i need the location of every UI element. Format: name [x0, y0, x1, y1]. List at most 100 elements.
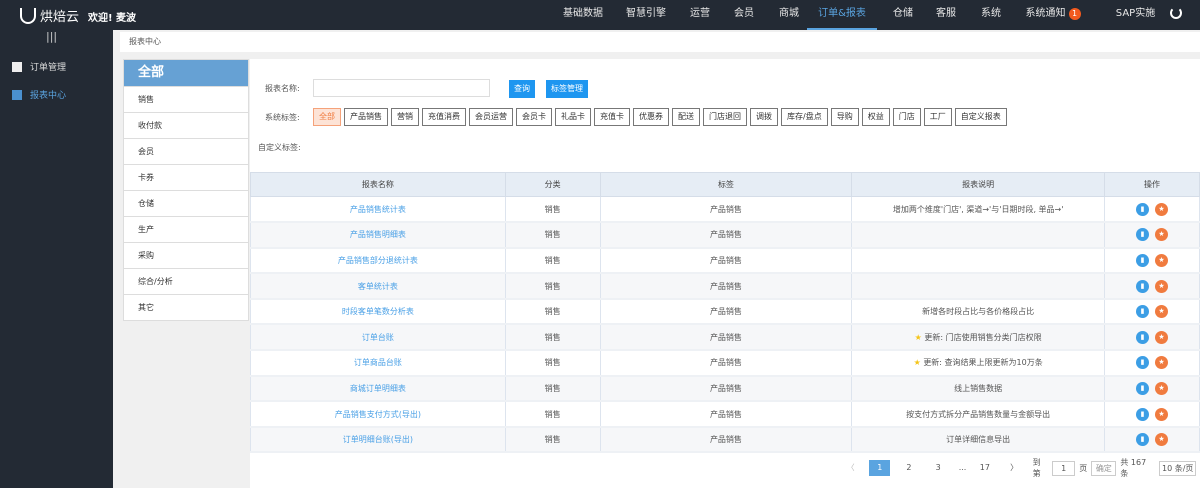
tag-button[interactable]: 产品销售	[344, 108, 388, 126]
nav-item[interactable]: SAP实施	[1110, 0, 1161, 30]
tag-button[interactable]: 工厂	[923, 108, 952, 126]
nav-item[interactable]: 商城	[775, 0, 803, 30]
tag-button[interactable]: 充值消费	[422, 108, 466, 126]
category-item[interactable]: 销售	[124, 86, 248, 112]
nav-item[interactable]: 订单&报表	[807, 0, 877, 30]
tag-button[interactable]: 自定义报表	[954, 108, 1007, 126]
report-name-link[interactable]: 产品销售统计表	[250, 196, 506, 224]
report-name-link[interactable]: 时段客单笔数分析表	[250, 298, 506, 326]
category-item[interactable]: 会员	[124, 138, 248, 164]
category-item[interactable]: 采购	[124, 242, 248, 268]
nav-item[interactable]: 系统	[978, 0, 1004, 30]
nav-item[interactable]: 智慧引擎	[622, 0, 670, 30]
system-tags-label: 系统标签:	[265, 113, 300, 122]
tag-button[interactable]: 门店退回	[703, 108, 747, 126]
goto-page-input[interactable]: 1	[1052, 460, 1076, 476]
report-table: 报表名称 分类 标签 报表说明 操作 产品销售统计表 销售 产品销售 增加两个维度'门店', …	[250, 172, 1200, 454]
welcome-label: 欢迎!	[88, 13, 113, 24]
category-item[interactable]: 仓储	[124, 190, 248, 216]
report-name-link[interactable]: 产品销售明细表	[250, 222, 506, 249]
tag-button[interactable]: 充值卡	[594, 108, 630, 126]
favorite-icon[interactable]: ★	[1155, 356, 1169, 370]
favorite-icon[interactable]: ★	[1155, 228, 1169, 242]
favorite-icon[interactable]: ★	[1155, 279, 1169, 293]
view-chart-icon[interactable]: ▮	[1136, 407, 1150, 421]
report-name-link[interactable]: 订单商品台账	[250, 350, 506, 377]
report-name-link[interactable]: 产品销售支付方式(导出)	[250, 401, 506, 428]
tag-button[interactable]: 优惠券	[633, 108, 669, 126]
report-name-link[interactable]: 产品销售部分退统计表	[250, 247, 506, 275]
report-name-link[interactable]: 商城订单明细表	[250, 375, 506, 403]
view-chart-icon[interactable]: ▮	[1136, 330, 1150, 344]
nav-item-label: SAP实施	[1115, 8, 1156, 19]
prev-page-button[interactable]: 〈	[846, 463, 855, 472]
operations-cell: ▮ ★	[1104, 196, 1200, 224]
tag-button[interactable]: 门店	[892, 108, 921, 126]
nav-item[interactable]: 运营	[686, 0, 714, 30]
nav-item[interactable]: 客服	[933, 0, 959, 30]
description-cell: 按支付方式拆分产品销售数量与金额导出	[851, 401, 1106, 428]
power-icon[interactable]	[1170, 7, 1182, 19]
favorite-icon[interactable]: ★	[1155, 381, 1169, 395]
nav-item[interactable]: 基础数据	[560, 0, 606, 30]
category-cell: 销售	[504, 324, 601, 352]
report-name-link[interactable]: 客单统计表	[250, 273, 506, 300]
tag-button[interactable]: 配送	[672, 108, 700, 126]
page-button[interactable]: 1	[869, 460, 891, 476]
page-unit-label: 页	[1079, 463, 1088, 473]
nav-item[interactable]: 系统通知 1	[1020, 0, 1086, 30]
view-chart-icon[interactable]: ▮	[1136, 228, 1150, 242]
favorite-icon[interactable]: ★	[1155, 433, 1169, 447]
page-size-select[interactable]: 10 条/页	[1159, 460, 1197, 476]
category-cell: 销售	[504, 401, 601, 428]
tag-button[interactable]: 库存/盘点	[781, 108, 828, 126]
tag-button[interactable]: 权益	[861, 108, 890, 126]
tag-button[interactable]: 导购	[830, 108, 859, 126]
chart-icon	[12, 89, 22, 100]
category-item[interactable]: 综合/分析	[124, 268, 248, 294]
tag-button[interactable]: 礼品卡	[555, 108, 591, 126]
category-item[interactable]: 其它	[124, 294, 248, 320]
sidebar-item-report-center[interactable]: 报表中心	[12, 88, 66, 101]
operations: ▮ ★	[1105, 381, 1199, 395]
favorite-icon[interactable]: ★	[1155, 202, 1169, 216]
next-page-button[interactable]: 〉	[1010, 463, 1019, 472]
tag-cell: 产品销售	[599, 401, 853, 428]
sidebar-item-order-management[interactable]: 订单管理	[12, 60, 66, 73]
view-chart-icon[interactable]: ▮	[1136, 279, 1150, 293]
report-name-link[interactable]: 订单台账	[250, 324, 506, 352]
report-name-link[interactable]: 订单明细台账(导出)	[250, 426, 506, 454]
view-chart-icon[interactable]: ▮	[1136, 433, 1150, 447]
menu-toggle-icon[interactable]: |||	[46, 30, 58, 43]
tag-cell: 产品销售	[599, 350, 853, 377]
view-chart-icon[interactable]: ▮	[1136, 356, 1150, 370]
tag-button[interactable]: 会员卡	[516, 108, 552, 126]
category-all[interactable]: 全部	[124, 60, 248, 86]
favorite-icon[interactable]: ★	[1155, 253, 1169, 267]
confirm-button[interactable]: 确定	[1091, 460, 1117, 476]
favorite-icon[interactable]: ★	[1155, 330, 1169, 344]
view-chart-icon[interactable]: ▮	[1136, 305, 1150, 319]
category-item[interactable]: 生产	[124, 216, 248, 242]
favorite-icon[interactable]: ★	[1155, 305, 1169, 319]
favorite-icon[interactable]: ★	[1155, 407, 1169, 421]
tag-button[interactable]: 全部	[313, 108, 341, 126]
view-chart-icon[interactable]: ▮	[1136, 202, 1150, 216]
nav-item[interactable]: 会员	[730, 0, 758, 30]
page-button[interactable]: 17	[979, 463, 990, 472]
category-item[interactable]: 收付款	[124, 112, 248, 138]
view-chart-icon[interactable]: ▮	[1136, 381, 1150, 395]
tag-button[interactable]: 会员运营	[469, 108, 513, 126]
tag-manage-button[interactable]: 标签管理	[546, 80, 588, 98]
page-button[interactable]: 2	[906, 463, 912, 472]
query-button[interactable]: 查询	[509, 80, 535, 98]
table-row: 订单商品台账 销售 产品销售 ★ 更新: 查询结果上限更新为10万条 ▮ ★	[250, 350, 1200, 377]
tag-button[interactable]: 调拨	[750, 108, 778, 126]
report-name-input[interactable]	[313, 79, 490, 97]
page-button[interactable]: 3	[935, 463, 941, 472]
nav-item[interactable]: 仓储	[890, 0, 916, 30]
sidebar-item-label: 报表中心	[30, 91, 67, 101]
category-item[interactable]: 卡券	[124, 164, 248, 190]
tag-button[interactable]: 营销	[391, 108, 419, 126]
view-chart-icon[interactable]: ▮	[1136, 253, 1150, 267]
